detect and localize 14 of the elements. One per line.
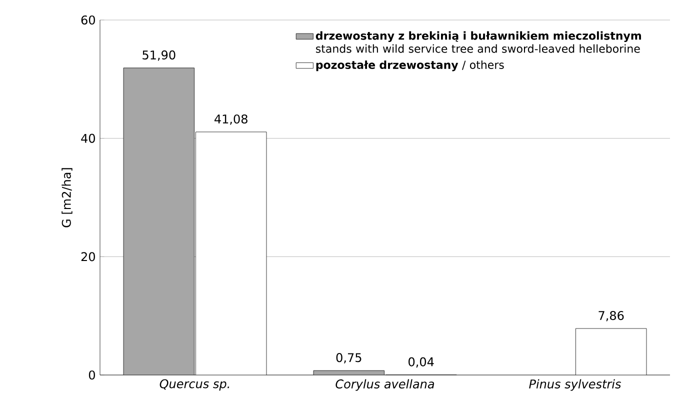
x-tick-label: Quercus sp. (160, 379, 230, 391)
data-label: 41,08 (214, 114, 248, 125)
y-tick-label: 0 (88, 370, 96, 380)
y-tick-label: 60 (81, 15, 95, 25)
data-label: 0,75 (336, 353, 362, 364)
y-tick-label: 20 (81, 252, 95, 262)
data-label: 0,04 (408, 357, 434, 368)
data-label: 7,86 (598, 310, 624, 322)
data-label: 51,90 (142, 50, 176, 61)
y-axis-title: G [m2/ha] (62, 168, 72, 228)
x-tick-label: Pinus sylvestris (529, 379, 622, 391)
y-tick-label: 40 (81, 134, 95, 143)
legend-label: pozostałe drzewostany / others (316, 60, 504, 72)
x-tick-label: Corylus avellana (336, 379, 434, 391)
